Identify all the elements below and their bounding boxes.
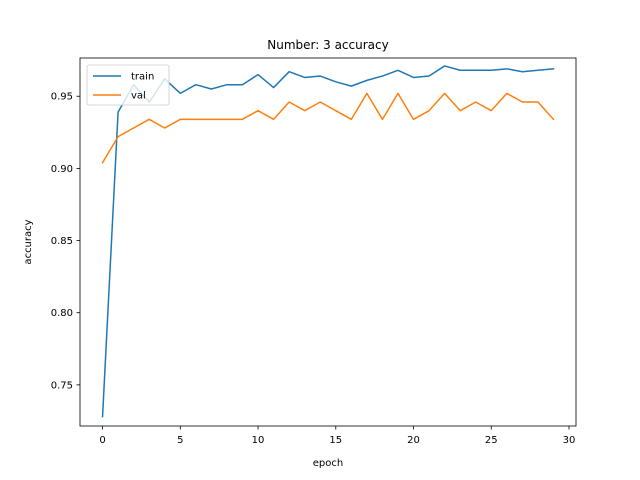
series-line-val (101, 92, 555, 164)
y-tick-label: 0.95 (51, 92, 73, 103)
x-tick-label: 30 (563, 435, 576, 446)
x-axis-label: epoch (313, 458, 343, 469)
legend: train val (86, 64, 170, 106)
x-tick-label: 10 (252, 435, 265, 446)
y-tick-label: 0.90 (51, 164, 73, 175)
x-axis: 0 5 10 15 20 25 30 (99, 426, 575, 446)
series-line-train (101, 65, 555, 418)
legend-box (86, 64, 170, 106)
x-tick-label: 15 (329, 435, 342, 446)
x-tick-label: 20 (407, 435, 420, 446)
chart-title: Number: 3 accuracy (267, 38, 388, 52)
legend-label-val: val (131, 91, 146, 102)
y-tick-label: 0.85 (51, 236, 73, 247)
y-tick-label: 0.75 (51, 380, 73, 391)
x-tick-label: 0 (99, 435, 105, 446)
plot-area (79, 57, 577, 427)
legend-label-train: train (131, 72, 154, 83)
x-tick-label: 25 (485, 435, 498, 446)
y-axis-label: accuracy (23, 219, 34, 264)
plot-frame (79, 57, 577, 427)
y-axis: 0.75 0.80 0.85 0.90 0.95 (51, 92, 80, 391)
x-tick-label: 5 (177, 435, 183, 446)
y-tick-label: 0.80 (51, 308, 73, 319)
